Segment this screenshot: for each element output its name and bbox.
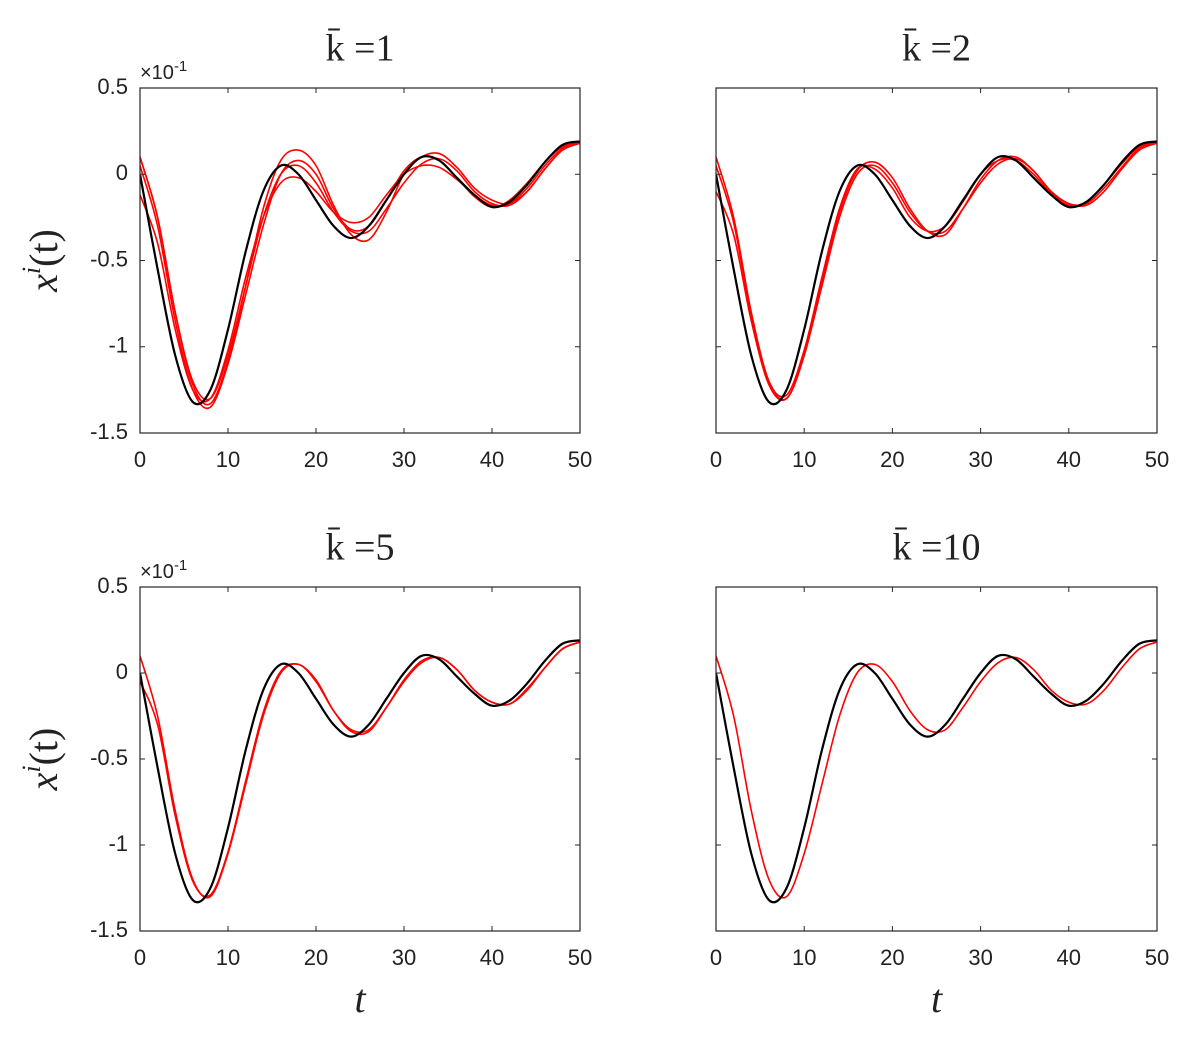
plot-area xyxy=(716,587,1157,931)
exponent-power: -1 xyxy=(174,557,187,574)
data-line xyxy=(716,140,1157,406)
x-tick-label: 30 xyxy=(968,945,992,970)
y-tick-label: -1.5 xyxy=(90,917,128,942)
y-label-base: x xyxy=(21,274,66,293)
plot-area xyxy=(140,587,580,931)
data-line xyxy=(140,142,580,410)
x-axis-label: t xyxy=(931,976,943,1021)
y-tick-label: -0.5 xyxy=(90,246,128,271)
x-tick-label: 40 xyxy=(1057,447,1081,472)
subplot: 0 10 20 30 40 50 k̄ =10 t xyxy=(710,527,1169,1021)
x-tick-label: 10 xyxy=(216,447,240,472)
data-line xyxy=(140,142,580,401)
axis-exponent: ×10-1 xyxy=(140,557,187,583)
x-tick-label: 10 xyxy=(792,945,816,970)
x-tick-label: 50 xyxy=(1145,447,1169,472)
y-label-sup: i xyxy=(17,267,46,274)
x-tick-label: 40 xyxy=(1057,945,1081,970)
x-tick-label: 30 xyxy=(968,447,992,472)
x-tick-label: 20 xyxy=(880,945,904,970)
exponent-power: -1 xyxy=(174,58,187,75)
x-tick-label: 20 xyxy=(304,945,328,970)
x-tick-label: 50 xyxy=(568,945,592,970)
y-tick-label: 0.5 xyxy=(97,573,128,598)
x-tick-label: 20 xyxy=(304,447,328,472)
y-tick-label: 0 xyxy=(116,659,128,684)
data-line xyxy=(140,639,580,904)
subplot-title: k̄ =5 xyxy=(326,527,395,569)
x-tick-label: 10 xyxy=(216,945,240,970)
y-label-rest: (t) xyxy=(21,728,66,766)
subplot-title: k̄ =2 xyxy=(902,28,971,70)
x-tick-label: 0 xyxy=(134,945,146,970)
x-tick-label: 50 xyxy=(568,447,592,472)
y-tick-label: -1.5 xyxy=(90,419,128,444)
x-tick-label: 30 xyxy=(392,945,416,970)
x-tick-label: 0 xyxy=(710,945,722,970)
y-axis-label: xi(t) xyxy=(17,728,66,792)
plot-area xyxy=(716,88,1157,433)
data-line xyxy=(140,140,580,406)
x-tick-label: 20 xyxy=(880,447,904,472)
exponent-base: ×10 xyxy=(140,62,174,84)
x-tick-label: 0 xyxy=(710,447,722,472)
x-tick-label: 40 xyxy=(480,447,504,472)
y-tick-label: -1 xyxy=(108,831,128,856)
x-tick-label: 30 xyxy=(392,447,416,472)
data-line xyxy=(716,639,1157,904)
subplot: 0 10 20 30 40 500.50-0.5-1-1.5k̄ =1×10-1xi(t) xyxy=(17,28,592,472)
y-tick-label: 0.5 xyxy=(97,74,128,99)
y-tick-label: 0 xyxy=(116,160,128,185)
y-axis-label: xi(t) xyxy=(17,229,66,293)
plot-area xyxy=(140,88,580,433)
data-line xyxy=(716,142,1157,401)
x-tick-label: 40 xyxy=(480,945,504,970)
data-line xyxy=(140,641,580,899)
subplot: 0 10 20 30 40 50 k̄ =2 xyxy=(710,28,1169,472)
subplot-title: k̄ =1 xyxy=(326,28,395,70)
x-axis-label: t xyxy=(354,976,366,1021)
subplot-title: k̄ =10 xyxy=(893,527,981,569)
y-label-sup: i xyxy=(17,765,46,772)
subplot: 0 10 20 30 40 500.50-0.5-1-1.5k̄ =5×10-1xi(t)… xyxy=(17,527,592,1021)
y-label-rest: (t) xyxy=(21,229,66,267)
y-label-base: x xyxy=(21,772,66,791)
data-line xyxy=(716,641,1157,899)
x-tick-label: 0 xyxy=(134,447,146,472)
x-tick-label: 50 xyxy=(1145,945,1169,970)
y-tick-label: -1 xyxy=(108,333,128,358)
exponent-base: ×10 xyxy=(140,561,174,583)
y-tick-label: -0.5 xyxy=(90,745,128,770)
x-tick-label: 10 xyxy=(792,447,816,472)
axis-exponent: ×10-1 xyxy=(140,58,187,84)
